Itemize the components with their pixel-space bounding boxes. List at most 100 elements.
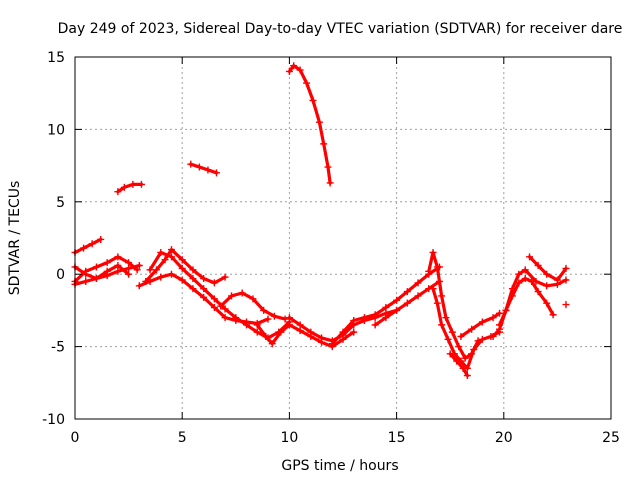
y-axis-label: SDTVAR / TECUs: [7, 181, 23, 296]
data-point: [553, 276, 561, 284]
data-point: [403, 299, 411, 307]
data-point: [88, 240, 96, 248]
data-point: [285, 314, 293, 322]
series-track-15: [371, 277, 443, 329]
data-point: [210, 304, 218, 312]
data-point: [135, 282, 143, 290]
data-point: [534, 288, 542, 296]
data-point: [296, 321, 304, 329]
y-tick-label: 15: [47, 50, 65, 66]
data-point: [114, 267, 122, 275]
data-point: [277, 328, 285, 336]
data-point: [200, 293, 208, 301]
x-tick-label: 25: [602, 430, 620, 446]
data-point: [326, 179, 334, 187]
data-point: [562, 276, 570, 284]
data-point: [178, 256, 186, 264]
data-point: [204, 166, 212, 174]
data-point: [459, 364, 467, 372]
data-point: [309, 96, 317, 104]
data-point: [324, 163, 332, 171]
data-point: [80, 244, 88, 252]
series-line: [448, 352, 469, 378]
data-point: [178, 276, 186, 284]
data-point: [221, 314, 229, 322]
data-point: [429, 248, 437, 256]
series-track-1: [71, 235, 105, 256]
data-point: [393, 306, 401, 314]
data-point: [508, 285, 516, 293]
series-line: [491, 276, 555, 339]
y-tick-label: 0: [56, 267, 65, 283]
data-series-group: [71, 62, 570, 380]
series-line: [148, 250, 291, 340]
series-track-5: [114, 180, 145, 196]
data-point: [461, 354, 469, 362]
data-point: [350, 328, 358, 336]
data-point: [82, 277, 90, 285]
data-point: [167, 253, 175, 261]
data-point: [371, 321, 379, 329]
data-point: [152, 266, 160, 274]
data-point: [268, 340, 276, 348]
data-point: [532, 277, 540, 285]
data-point: [414, 279, 422, 287]
data-point: [433, 299, 441, 307]
series-track-18: [446, 350, 471, 380]
data-point: [157, 248, 165, 256]
x-tick-label: 0: [71, 430, 80, 446]
data-point: [382, 314, 390, 322]
data-point: [502, 306, 510, 314]
data-point: [253, 328, 261, 336]
data-point: [496, 309, 504, 317]
data-point: [129, 180, 137, 188]
data-point: [92, 263, 100, 271]
series-line: [116, 182, 144, 194]
data-point: [178, 264, 186, 272]
data-point: [534, 262, 542, 270]
data-point: [146, 277, 154, 285]
data-point: [260, 306, 268, 314]
data-point: [478, 318, 486, 326]
y-tick-label: 10: [47, 122, 65, 138]
data-point: [262, 332, 270, 340]
data-point: [146, 266, 154, 274]
data-point: [457, 332, 465, 340]
chart-title: Day 249 of 2023, Sidereal Day-to-day VTE…: [58, 21, 623, 37]
data-point: [200, 275, 208, 283]
data-point: [433, 263, 441, 271]
series-track-22: [526, 253, 570, 284]
data-point: [97, 235, 105, 243]
axis-ticks: 0 5 10 15 20 25 -10 -5 0 5 10 15: [42, 50, 620, 446]
data-point: [92, 275, 100, 283]
data-point: [414, 292, 422, 300]
data-point: [403, 288, 411, 296]
data-point: [270, 312, 278, 320]
data-point: [264, 315, 272, 323]
data-point: [478, 335, 486, 343]
data-point: [213, 169, 221, 177]
data-point: [249, 295, 257, 303]
x-tick-label: 5: [178, 430, 187, 446]
data-point: [243, 321, 251, 329]
series-track-14: [328, 263, 443, 348]
data-point: [103, 272, 111, 280]
series-line: [73, 237, 103, 255]
data-point: [167, 246, 175, 254]
data-point: [285, 321, 293, 329]
series-track-8: [146, 248, 293, 342]
data-point: [114, 253, 122, 261]
data-point: [438, 292, 446, 300]
data-point: [200, 285, 208, 293]
data-point: [315, 118, 323, 126]
data-point: [438, 321, 446, 329]
plot-frame: [74, 56, 612, 420]
data-point: [82, 270, 90, 278]
data-point: [543, 270, 551, 278]
series-line: [427, 250, 480, 360]
data-point: [543, 282, 551, 290]
data-point: [217, 302, 225, 310]
y-tick-label: -5: [51, 340, 65, 356]
data-point: [515, 270, 523, 278]
data-point: [429, 285, 437, 293]
